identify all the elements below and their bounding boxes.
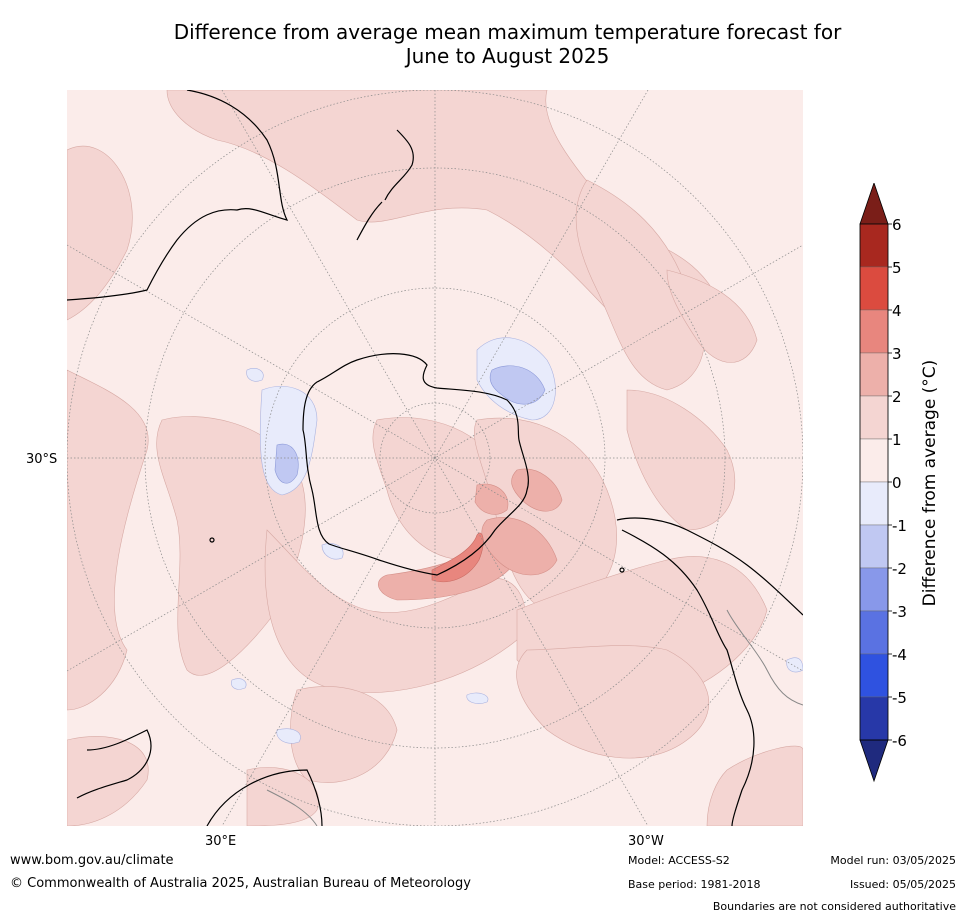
colorbar-bin (859, 610, 889, 655)
colorbar-tick-label: 4 (892, 302, 902, 320)
colorbar-tick-label: -4 (892, 646, 907, 664)
footer-copyright: © Commonwealth of Australia 2025, Austra… (10, 876, 471, 891)
southern-africa-boundary (266, 789, 318, 826)
colorbar-under-arrow (859, 739, 889, 783)
title-line-2: June to August 2025 (405, 44, 610, 68)
graticule (67, 90, 803, 826)
colorbar-bin (859, 524, 889, 569)
colorbar-bin (859, 309, 889, 354)
title-line-1: Difference from average mean maximum tem… (173, 20, 842, 44)
colorbar-tick-label: -2 (892, 560, 907, 578)
colorbar-label: Difference from average (°C) (920, 359, 940, 607)
colorbar-tick-label: -5 (892, 689, 907, 707)
kerguelen-island (209, 537, 215, 543)
colorbar-tick-label: 0 (892, 474, 902, 492)
map-canvas (67, 90, 803, 826)
andes-boundary (726, 609, 803, 706)
colorbar-tick-label: 6 (892, 216, 902, 234)
colorbar-tick-label: 1 (892, 431, 902, 449)
map-title: Difference from average mean maximum tem… (0, 20, 965, 68)
colorbar-bin (859, 481, 889, 526)
lon-label-30w: 30°W (628, 834, 664, 849)
colorbar: 6 5 4 3 2 1 0 -1 -2 -3 -4 -5 -6 (858, 181, 918, 783)
colorbar-tick-label: -1 (892, 517, 907, 535)
colorbar-bin (859, 395, 889, 440)
footer-issued: Issued: 05/05/2025 (849, 878, 956, 891)
colorbar-tick-label: -6 (892, 732, 907, 750)
footer-base-period: Base period: 1981-2018 (628, 878, 761, 891)
antarctica-coastline (302, 353, 529, 576)
colorbar-tick-label: 3 (892, 345, 902, 363)
colorbar-bin (859, 223, 889, 268)
south-america-north-coast (616, 517, 803, 616)
australia-coastline (67, 90, 289, 301)
lat-label-30s: 30°S (26, 452, 58, 467)
colorbar-bin (859, 352, 889, 397)
country-boundaries (266, 609, 803, 826)
anomaly-minus-2-to-minus-1-patches (274, 365, 546, 484)
new-zealand-north-island (384, 129, 414, 201)
south-georgia-island (619, 567, 625, 573)
colorbar-bin (859, 567, 889, 612)
colorbar-svg: 6 5 4 3 2 1 0 -1 -2 -3 -4 -5 -6 (859, 181, 907, 783)
new-zealand-south-island (356, 201, 383, 241)
colorbar-tick-label: 2 (892, 388, 902, 406)
footer-website: www.bom.gov.au/climate (10, 853, 174, 868)
anomaly-3-to-4-patches (431, 532, 484, 583)
madagascar-coastline (76, 729, 152, 799)
coastlines (67, 90, 803, 826)
colorbar-bin (859, 266, 889, 311)
colorbar-over-arrow (859, 181, 889, 225)
lon-label-30e: 30°E (205, 834, 237, 849)
colorbar-bin (859, 696, 889, 741)
colorbar-bin (859, 438, 889, 483)
anomaly-1-to-2-patches (67, 90, 803, 826)
footer-disclaimer: Boundaries are not considered authoritat… (712, 900, 956, 913)
africa-south-coastline (206, 769, 323, 826)
footer-model: Model: ACCESS-S2 (628, 854, 730, 867)
footer-model-run: Model run: 03/05/2025 (830, 854, 956, 867)
colorbar-tick-label: -3 (892, 603, 907, 621)
colorbar-tick-label: 5 (892, 259, 902, 277)
colorbar-bin (859, 653, 889, 698)
south-america-east-coast (621, 529, 755, 826)
polar-map (67, 90, 803, 826)
